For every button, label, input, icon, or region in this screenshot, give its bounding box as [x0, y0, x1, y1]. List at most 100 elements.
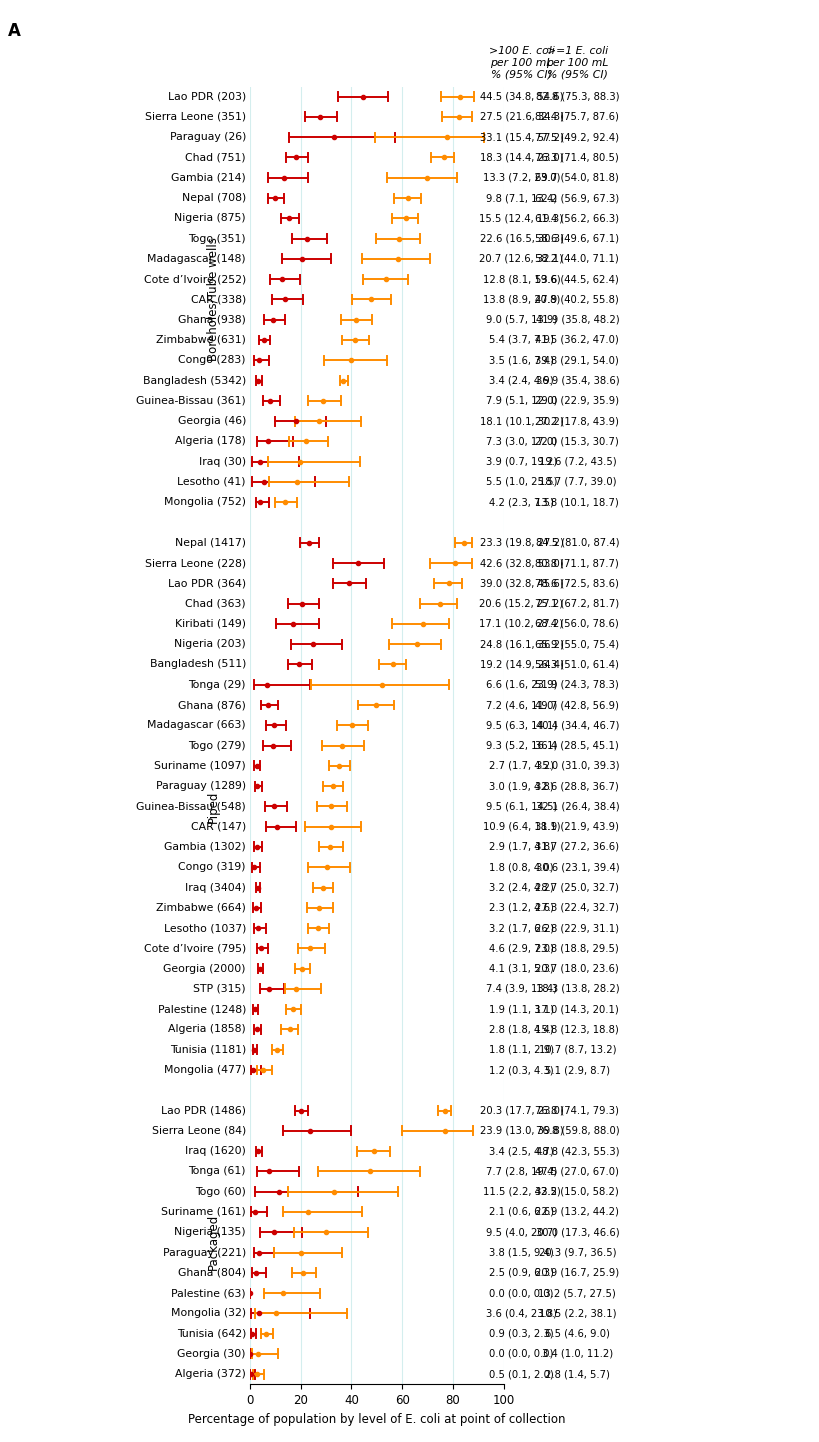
Text: Tunisia (642): Tunisia (642)	[177, 1328, 246, 1338]
Text: Iraq (3404): Iraq (3404)	[185, 883, 246, 893]
Text: Lao PDR (364): Lao PDR (364)	[168, 578, 246, 588]
Text: 65.9 (55.0, 75.4): 65.9 (55.0, 75.4)	[536, 639, 619, 649]
Text: 18.1 (10.1, 30.2): 18.1 (10.1, 30.2)	[480, 417, 563, 425]
Text: Lesotho (41): Lesotho (41)	[178, 477, 246, 487]
Text: Algeria (372): Algeria (372)	[175, 1370, 246, 1379]
Text: 3.2 (1.7, 6.2): 3.2 (1.7, 6.2)	[489, 923, 554, 933]
Text: 27.5 (21.6, 34.3): 27.5 (21.6, 34.3)	[479, 112, 563, 123]
Text: 5.5 (1.0, 25.5): 5.5 (1.0, 25.5)	[486, 477, 557, 487]
Text: 2.7 (1.7, 4.2): 2.7 (1.7, 4.2)	[489, 761, 554, 771]
Text: Chad (751): Chad (751)	[185, 153, 246, 163]
Text: Nigeria (203): Nigeria (203)	[174, 639, 246, 649]
Text: 2.3 (1.2, 4.6): 2.3 (1.2, 4.6)	[489, 903, 554, 913]
Text: 30.0 (17.3, 46.6): 30.0 (17.3, 46.6)	[536, 1227, 619, 1237]
Text: 18.3 (14.4, 23.0): 18.3 (14.4, 23.0)	[480, 153, 563, 163]
Text: Cote d’Ivoire (795): Cote d’Ivoire (795)	[144, 943, 246, 953]
Text: Georgia (2000): Georgia (2000)	[164, 963, 246, 973]
Text: 28.7 (25.0, 32.7): 28.7 (25.0, 32.7)	[536, 883, 619, 893]
Text: Bangladesh (511): Bangladesh (511)	[150, 659, 246, 669]
Text: Nepal (708): Nepal (708)	[182, 193, 246, 203]
Text: 51.9 (24.3, 78.3): 51.9 (24.3, 78.3)	[536, 679, 619, 689]
Text: 2.8 (1.8, 4.4): 2.8 (1.8, 4.4)	[489, 1024, 554, 1034]
Text: Mongolia (477): Mongolia (477)	[164, 1066, 246, 1074]
Text: Packaged: Packaged	[206, 1214, 219, 1270]
Text: Paraguay (221): Paraguay (221)	[163, 1247, 246, 1257]
Text: Iraq (30): Iraq (30)	[199, 457, 246, 467]
Text: 3.8 (1.5, 9.4): 3.8 (1.5, 9.4)	[489, 1247, 554, 1257]
Text: 33.2 (15.0, 58.2): 33.2 (15.0, 58.2)	[536, 1187, 619, 1197]
Text: Nepal (1417): Nepal (1417)	[175, 538, 246, 548]
Text: Togo (60): Togo (60)	[195, 1187, 246, 1197]
Text: Suriname (1097): Suriname (1097)	[154, 761, 246, 771]
Text: 13.2 (5.7, 27.5): 13.2 (5.7, 27.5)	[538, 1288, 616, 1298]
Text: 22.6 (16.5, 30.3): 22.6 (16.5, 30.3)	[479, 234, 563, 244]
Text: 84.5 (81.0, 87.4): 84.5 (81.0, 87.4)	[536, 538, 619, 548]
Text: 1.9 (1.1, 3.1): 1.9 (1.1, 3.1)	[489, 1004, 554, 1014]
Text: 9.3 (5.2, 16.1): 9.3 (5.2, 16.1)	[486, 741, 557, 750]
Text: Ghana (876): Ghana (876)	[178, 699, 246, 709]
Text: 47.9 (40.2, 55.8): 47.9 (40.2, 55.8)	[536, 294, 619, 304]
Text: 3.4 (2.5, 4.7): 3.4 (2.5, 4.7)	[489, 1146, 554, 1156]
Text: 20.7 (18.0, 23.6): 20.7 (18.0, 23.6)	[536, 963, 619, 973]
X-axis label: Percentage of population by level of E. coli at point of collection: Percentage of population by level of E. …	[188, 1413, 565, 1426]
Text: Palestine (1248): Palestine (1248)	[157, 1004, 246, 1014]
Text: 1.8 (0.8, 4.0): 1.8 (0.8, 4.0)	[489, 862, 554, 872]
Text: CAR (338): CAR (338)	[191, 294, 246, 304]
Text: >=1 E. coli
per 100 mL
% (95% CI): >=1 E. coli per 100 mL % (95% CI)	[546, 46, 609, 79]
Text: 2.5 (0.9, 6.3): 2.5 (0.9, 6.3)	[489, 1268, 554, 1278]
Text: 47.5 (27.0, 67.0): 47.5 (27.0, 67.0)	[536, 1167, 619, 1177]
Text: 3.2 (2.4, 4.2): 3.2 (2.4, 4.2)	[489, 883, 554, 893]
Text: 33.1 (15.4, 57.2): 33.1 (15.4, 57.2)	[479, 133, 563, 143]
Text: 0.0 (0.0, 0.0): 0.0 (0.0, 0.0)	[489, 1288, 554, 1298]
Text: 13.8 (10.1, 18.7): 13.8 (10.1, 18.7)	[536, 497, 619, 508]
Text: Congo (283): Congo (283)	[179, 355, 246, 365]
Text: Tonga (61): Tonga (61)	[188, 1167, 246, 1177]
Text: 2.1 (0.6, 6.6): 2.1 (0.6, 6.6)	[489, 1207, 554, 1217]
Text: 35.0 (31.0, 39.3): 35.0 (31.0, 39.3)	[536, 761, 619, 771]
Text: 36.4 (28.5, 45.1): 36.4 (28.5, 45.1)	[536, 741, 619, 750]
Text: Sierra Leone (351): Sierra Leone (351)	[145, 112, 246, 123]
Text: 58.2 (44.0, 71.1): 58.2 (44.0, 71.1)	[536, 254, 619, 264]
Text: 1.8 (1.1, 2.9): 1.8 (1.1, 2.9)	[489, 1045, 554, 1054]
Text: 76.8 (59.8, 88.0): 76.8 (59.8, 88.0)	[536, 1126, 619, 1136]
Text: 2.8 (1.4, 5.7): 2.8 (1.4, 5.7)	[545, 1370, 610, 1379]
Text: 42.6 (32.8, 53.0): 42.6 (32.8, 53.0)	[480, 558, 563, 568]
Text: Mongolia (32): Mongolia (32)	[171, 1308, 246, 1318]
Text: 30.6 (23.1, 39.4): 30.6 (23.1, 39.4)	[536, 862, 619, 872]
Text: 41.5 (36.2, 47.0): 41.5 (36.2, 47.0)	[536, 335, 619, 345]
Text: 27.3 (22.4, 32.7): 27.3 (22.4, 32.7)	[536, 903, 619, 913]
Text: 3.4 (2.4, 4.9): 3.4 (2.4, 4.9)	[489, 375, 554, 385]
Text: Algeria (178): Algeria (178)	[175, 437, 246, 447]
Text: 15.8 (12.3, 18.8): 15.8 (12.3, 18.8)	[536, 1024, 619, 1034]
Text: 39.8 (29.1, 54.0): 39.8 (29.1, 54.0)	[536, 355, 619, 365]
Text: Zimbabwe (631): Zimbabwe (631)	[156, 335, 246, 345]
Text: 49.7 (42.8, 56.9): 49.7 (42.8, 56.9)	[536, 699, 619, 709]
Text: Gambia (1302): Gambia (1302)	[165, 842, 246, 852]
Text: Chad (363): Chad (363)	[185, 598, 246, 609]
Text: 56.3 (51.0, 61.4): 56.3 (51.0, 61.4)	[536, 659, 619, 669]
Text: Sierra Leone (228): Sierra Leone (228)	[145, 558, 246, 568]
Text: 41.9 (35.8, 48.2): 41.9 (35.8, 48.2)	[536, 314, 619, 324]
Text: 5.1 (2.9, 8.7): 5.1 (2.9, 8.7)	[545, 1066, 610, 1074]
Text: 53.6 (44.5, 62.4): 53.6 (44.5, 62.4)	[536, 274, 619, 284]
Text: Lao PDR (203): Lao PDR (203)	[168, 92, 246, 101]
Text: Togo (279): Togo (279)	[188, 741, 246, 750]
Text: Cote d’Ivoire (252): Cote d’Ivoire (252)	[144, 274, 246, 284]
Text: Guinea-Bissau (361): Guinea-Bissau (361)	[136, 397, 246, 405]
Text: 23.8 (18.8, 29.5): 23.8 (18.8, 29.5)	[536, 943, 619, 953]
Text: 20.9 (16.7, 25.9): 20.9 (16.7, 25.9)	[536, 1268, 619, 1278]
Text: Tonga (29): Tonga (29)	[188, 679, 246, 689]
Text: 13.8 (8.9, 20.8): 13.8 (8.9, 20.8)	[483, 294, 560, 304]
Text: Nigeria (875): Nigeria (875)	[174, 213, 246, 224]
Text: Bangladesh (5342): Bangladesh (5342)	[143, 375, 246, 385]
Text: Lesotho (1037): Lesotho (1037)	[164, 923, 246, 933]
Text: Guinea-Bissau (548): Guinea-Bissau (548)	[136, 802, 246, 812]
Text: 27.2 (17.8, 43.9): 27.2 (17.8, 43.9)	[536, 417, 619, 425]
Text: CAR (147): CAR (147)	[191, 822, 246, 832]
Text: 32.1 (26.4, 38.4): 32.1 (26.4, 38.4)	[536, 802, 619, 812]
Text: 11.5 (2.2, 42.5): 11.5 (2.2, 42.5)	[482, 1187, 560, 1197]
Text: 18.7 (7.7, 39.0): 18.7 (7.7, 39.0)	[539, 477, 616, 487]
Text: 3.5 (1.6, 7.4): 3.5 (1.6, 7.4)	[489, 355, 554, 365]
Text: 78.6 (72.5, 83.6): 78.6 (72.5, 83.6)	[536, 578, 619, 588]
Text: 4.6 (2.9, 7.0): 4.6 (2.9, 7.0)	[489, 943, 554, 953]
